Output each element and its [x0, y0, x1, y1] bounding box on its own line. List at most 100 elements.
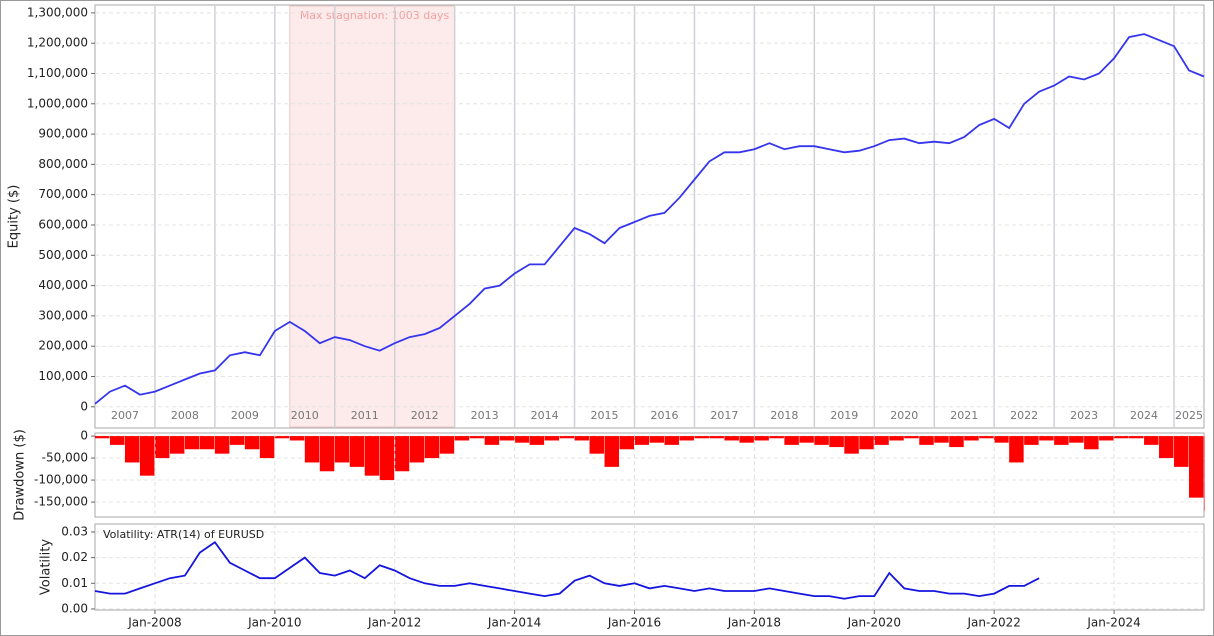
drawdown-bar — [244, 436, 260, 450]
drawdown-bar — [889, 436, 904, 441]
x-tick-label: Jan-2016 — [607, 616, 661, 630]
x-tick-label: Jan-2012 — [367, 616, 421, 630]
drawdown-bar — [544, 436, 560, 441]
drawdown-bar — [979, 436, 994, 439]
y-tick-label: 500,000 — [38, 248, 88, 262]
drawdown-bar — [1039, 436, 1054, 441]
drawdown-bar — [874, 436, 889, 445]
year-label: 2022 — [1010, 409, 1038, 422]
drawdown-bar — [1084, 436, 1099, 450]
drawdown-bar — [904, 436, 919, 439]
year-label: 2010 — [291, 409, 319, 422]
drawdown-bar — [154, 436, 170, 459]
y-tick-label: 0.02 — [61, 550, 88, 564]
drawdown-bar — [814, 436, 829, 445]
drawdown-bar — [1129, 436, 1144, 439]
drawdown-bar — [394, 436, 410, 472]
drawdown-bar — [229, 436, 245, 445]
y-tick-label: 300,000 — [38, 308, 88, 322]
y-tick-label: -100,000 — [34, 473, 88, 487]
year-label: 2020 — [890, 409, 918, 422]
drawdown-bar — [1069, 436, 1084, 443]
year-label: 2011 — [351, 409, 379, 422]
y-tick-label: 0 — [80, 399, 88, 413]
drawdown-bar — [199, 436, 215, 450]
year-label: 2007 — [111, 409, 139, 422]
x-tick-label: Jan-2020 — [847, 616, 901, 630]
x-tick-label: Jan-2010 — [247, 616, 301, 630]
y-tick-label: 0 — [80, 429, 88, 443]
year-label: 2024 — [1130, 409, 1158, 422]
drawdown-bar — [1159, 436, 1174, 459]
drawdown-bar — [1024, 436, 1039, 445]
year-label: 2018 — [770, 409, 798, 422]
year-label: 2025 — [1175, 409, 1203, 422]
y-tick-label: -50,000 — [42, 451, 88, 465]
drawdown-bar — [769, 436, 784, 439]
drawdown-bar — [754, 436, 769, 441]
year-label: 2017 — [710, 409, 738, 422]
y-tick-label: 400,000 — [38, 278, 88, 292]
y-tick-label: 1,000,000 — [27, 96, 88, 110]
drawdown-bar — [739, 436, 754, 443]
y-tick-label: 100,000 — [38, 369, 88, 383]
drawdown-bar — [1189, 436, 1204, 498]
year-label: 2008 — [171, 409, 199, 422]
y-tick-label: -150,000 — [34, 495, 88, 509]
drawdown-bar — [1054, 436, 1069, 445]
drawdown-bar — [859, 436, 874, 450]
year-label: 2012 — [411, 409, 439, 422]
x-tick-label: Jan-2018 — [727, 616, 781, 630]
drawdown-bar — [1114, 436, 1129, 439]
drawdown-bar — [1009, 436, 1024, 463]
drawdown-bar — [139, 436, 155, 476]
drawdown-bar — [604, 436, 620, 467]
drawdown-bar — [649, 436, 664, 443]
drawdown-bar — [349, 436, 365, 467]
drawdown-bar — [454, 436, 470, 441]
drawdown-bar — [319, 436, 335, 472]
drawdown-bar — [514, 436, 530, 443]
y-tick-label: 0.01 — [61, 576, 88, 590]
x-tick-label: Jan-2014 — [487, 616, 541, 630]
drawdown-bar — [484, 436, 500, 445]
plot-area — [94, 523, 1205, 611]
year-label: 2015 — [591, 409, 619, 422]
drawdown-bar — [574, 436, 590, 441]
stagnation-label: Max stagnation: 1003 days — [300, 9, 450, 22]
y-axis-title: Equity ($) — [7, 185, 22, 249]
y-axis-title: Drawdown ($) — [13, 429, 28, 521]
drawdown-bar — [274, 436, 290, 439]
y-tick-label: 200,000 — [38, 339, 88, 353]
drawdown-bar — [994, 436, 1009, 443]
drawdown-bar — [829, 436, 844, 448]
drawdown-bar — [709, 436, 724, 439]
drawdown-bar — [559, 436, 575, 439]
drawdown-bar — [424, 436, 440, 459]
drawdown-bar — [589, 436, 605, 454]
x-tick-label: Jan-2024 — [1086, 616, 1140, 630]
x-tick-label: Jan-2008 — [127, 616, 181, 630]
drawdown-bar — [1204, 436, 1205, 511]
drawdown-bar — [799, 436, 814, 443]
x-tick-label: Jan-2022 — [967, 616, 1021, 630]
year-label: 2019 — [830, 409, 858, 422]
drawdown-bar — [529, 436, 545, 445]
drawdown-bar — [934, 436, 949, 443]
drawdown-bar — [844, 436, 859, 454]
year-label: 2009 — [231, 409, 259, 422]
drawdown-bar — [619, 436, 635, 450]
drawdown-bar — [634, 436, 649, 445]
drawdown-bar — [919, 436, 934, 445]
series-line — [94, 540, 1040, 600]
drawdown-bar — [379, 436, 395, 481]
y-tick-label: 700,000 — [38, 187, 88, 201]
drawdown-bar — [469, 436, 485, 439]
drawdown-bar — [679, 436, 694, 441]
drawdown-bar — [214, 436, 230, 454]
drawdown-bar — [694, 436, 709, 439]
annotation: Volatility: ATR(14) of EURUSD — [103, 528, 264, 541]
drawdown-bar — [184, 436, 200, 450]
year-label: 2013 — [471, 409, 499, 422]
drawdown-bar — [95, 436, 110, 439]
